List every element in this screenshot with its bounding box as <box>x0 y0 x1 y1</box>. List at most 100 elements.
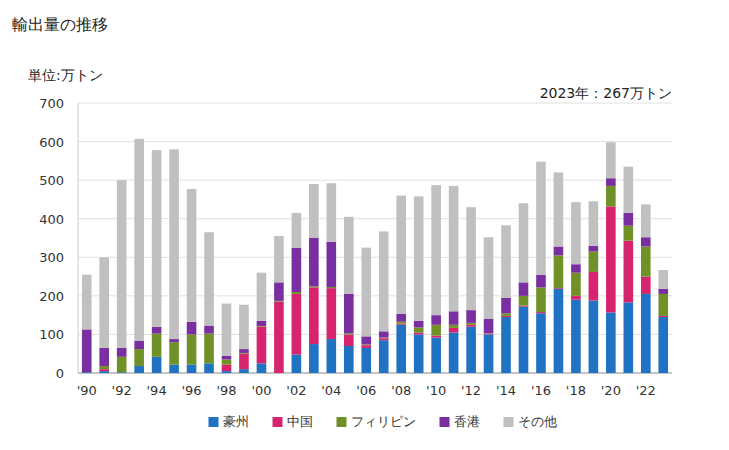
bar-segment <box>641 246 651 276</box>
bar-segment <box>117 180 127 348</box>
bar-segment <box>554 172 564 246</box>
bar-segment <box>344 333 354 334</box>
bars <box>82 139 668 373</box>
bar-segment <box>99 369 109 371</box>
bar-segment <box>571 264 581 272</box>
bar-segment <box>501 317 511 373</box>
bar-segment <box>222 371 232 373</box>
y-tick-label: 100 <box>39 327 64 342</box>
bar-segment <box>466 327 476 373</box>
bar-segment <box>536 162 546 275</box>
bar-segment <box>589 300 599 373</box>
bar-segment <box>658 294 668 316</box>
bar-segment <box>431 338 441 373</box>
bar-segment <box>501 298 511 313</box>
bar-segment <box>449 186 459 311</box>
x-tick-label: '08 <box>391 383 411 398</box>
bar-segment <box>169 342 179 364</box>
bar-segment <box>99 366 109 369</box>
grid-line <box>78 141 672 142</box>
bar-segment <box>396 325 406 373</box>
legend-label: 豪州 <box>223 414 249 429</box>
bar-segment <box>396 196 406 314</box>
legend-label: 中国 <box>287 414 313 429</box>
y-tick-label: 700 <box>39 96 64 111</box>
bar-segment <box>624 226 634 241</box>
bar-segment <box>257 321 267 326</box>
bar-segment <box>536 287 546 312</box>
bar-segment <box>309 286 319 287</box>
y-tick-label: 500 <box>39 173 64 188</box>
bar-segment <box>658 270 668 289</box>
bar-segment <box>292 213 302 248</box>
bar-segment <box>309 184 319 238</box>
legend-swatch <box>504 417 514 427</box>
bar-segment <box>554 289 564 373</box>
x-tick-label: '98 <box>216 383 236 398</box>
bar-segment <box>624 302 634 373</box>
bar-segment <box>344 346 354 373</box>
bar-segment <box>152 327 162 334</box>
bar-segment <box>134 366 144 373</box>
bar-segment <box>519 282 529 296</box>
bar-segment <box>536 313 546 373</box>
x-tick-label: '20 <box>601 383 621 398</box>
bar-segment <box>204 334 214 364</box>
x-tick-label: '06 <box>356 383 376 398</box>
bar-segment <box>309 344 319 373</box>
bar-segment <box>536 312 546 313</box>
bar-segment <box>536 275 546 288</box>
x-tick-label: '90 <box>77 383 97 398</box>
bar-segment <box>239 354 249 369</box>
bar-segment <box>99 348 109 366</box>
bar-segment <box>361 345 371 348</box>
bar-segment <box>519 203 529 282</box>
bar-segment <box>414 334 424 373</box>
y-tick-label: 300 <box>39 250 64 265</box>
bar-segment <box>571 202 581 264</box>
bar-segment <box>152 334 162 357</box>
x-tick-label: '02 <box>286 383 306 398</box>
bar-segment <box>414 333 424 335</box>
bar-segment <box>624 167 634 213</box>
bar-segment <box>169 365 179 373</box>
bar-segment <box>274 302 284 373</box>
bar-segment <box>274 236 284 282</box>
legend-swatch <box>273 417 283 427</box>
bar-segment <box>606 178 616 186</box>
grid-line <box>78 373 672 374</box>
x-tick-label: '04 <box>321 383 341 398</box>
bar-segment <box>554 255 564 288</box>
bar-segment <box>414 327 424 332</box>
bar-segment <box>484 333 494 335</box>
bar-segment <box>624 213 634 226</box>
bar-segment <box>117 357 127 372</box>
bar-segment <box>309 238 319 286</box>
bar-segment <box>239 349 249 353</box>
bar-segment <box>187 322 197 335</box>
bar-segment <box>484 237 494 319</box>
legend-swatch <box>440 417 450 427</box>
bar-segment <box>327 287 337 288</box>
bar-segment <box>501 316 511 317</box>
bar-segment <box>484 334 494 373</box>
grid-line <box>78 103 672 104</box>
bar-segment <box>204 363 214 373</box>
bar-segment <box>589 252 599 272</box>
bar-segment <box>466 325 476 327</box>
bar-segment <box>379 331 389 337</box>
bar-segment <box>344 334 354 346</box>
y-tick-label: 0 <box>56 366 64 381</box>
x-tick-label: '94 <box>147 383 167 398</box>
bar-segment <box>82 329 92 372</box>
bar-segment <box>571 296 581 300</box>
bar-segment <box>187 365 197 373</box>
bar-segment <box>571 273 581 296</box>
bar-segment <box>379 231 389 331</box>
bar-segment <box>449 328 459 333</box>
legend-label: その他 <box>518 414 557 429</box>
bar-segment <box>396 324 406 325</box>
x-tick-label: '10 <box>426 383 446 398</box>
x-tick-label: '12 <box>461 383 481 398</box>
bar-segment <box>606 142 616 178</box>
